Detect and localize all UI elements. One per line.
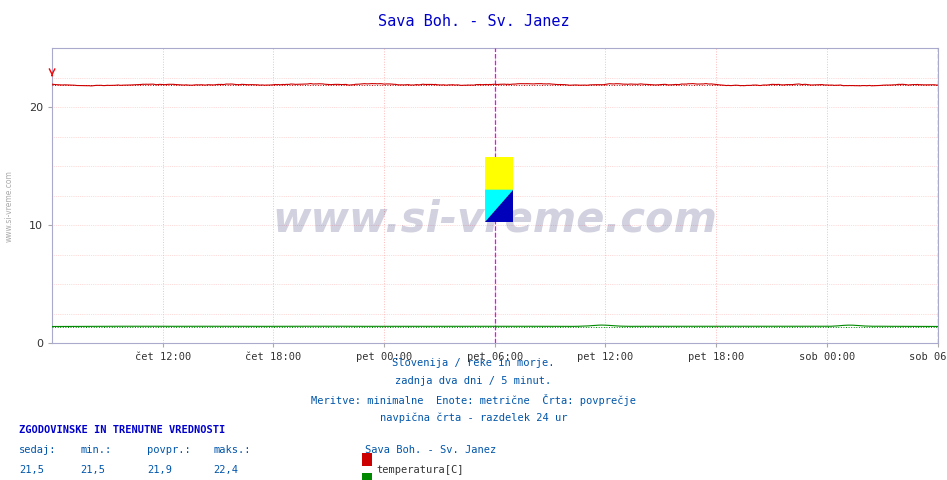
- Text: 22,4: 22,4: [213, 465, 238, 475]
- Text: 21,9: 21,9: [147, 465, 171, 475]
- Polygon shape: [485, 190, 513, 222]
- Bar: [485, 157, 513, 222]
- Text: 21,5: 21,5: [80, 465, 105, 475]
- Text: maks.:: maks.:: [213, 445, 251, 455]
- Text: www.si-vreme.com: www.si-vreme.com: [5, 170, 14, 242]
- Text: Sava Boh. - Sv. Janez: Sava Boh. - Sv. Janez: [378, 14, 569, 29]
- Text: zadnja dva dni / 5 minut.: zadnja dva dni / 5 minut.: [396, 376, 551, 386]
- Polygon shape: [485, 190, 513, 222]
- Text: temperatura[C]: temperatura[C]: [376, 465, 463, 475]
- Text: navpična črta - razdelek 24 ur: navpična črta - razdelek 24 ur: [380, 412, 567, 423]
- Text: povpr.:: povpr.:: [147, 445, 190, 455]
- Text: min.:: min.:: [80, 445, 112, 455]
- Text: Slovenija / reke in morje.: Slovenija / reke in morje.: [392, 358, 555, 368]
- Text: www.si-vreme.com: www.si-vreme.com: [273, 198, 717, 240]
- Text: Meritve: minimalne  Enote: metrične  Črta: povprečje: Meritve: minimalne Enote: metrične Črta:…: [311, 394, 636, 406]
- Text: sedaj:: sedaj:: [19, 445, 57, 455]
- Text: ZGODOVINSKE IN TRENUTNE VREDNOSTI: ZGODOVINSKE IN TRENUTNE VREDNOSTI: [19, 425, 225, 435]
- Text: 21,5: 21,5: [19, 465, 44, 475]
- Text: Sava Boh. - Sv. Janez: Sava Boh. - Sv. Janez: [365, 445, 496, 455]
